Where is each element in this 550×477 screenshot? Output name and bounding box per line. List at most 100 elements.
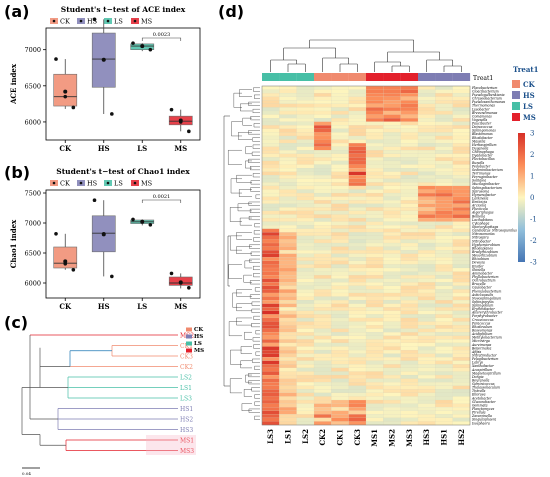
heatmap-cell [313, 114, 332, 119]
heatmap-cell [400, 385, 419, 390]
heatmap-cell [331, 260, 349, 265]
heatmap-cell [296, 357, 315, 361]
heatmap-cell [348, 399, 367, 404]
heatmap-cell [331, 139, 349, 144]
heatmap-cell [279, 314, 297, 319]
heatmap-cell [296, 267, 315, 272]
heatmap-cell [383, 339, 401, 344]
heatmap-cell [348, 118, 367, 122]
heatmap-cell [400, 357, 419, 361]
heatmap-cell [261, 232, 280, 237]
heatmap-cell [348, 189, 367, 194]
heatmap-cell [365, 267, 384, 272]
heatmap-cell [331, 285, 349, 290]
heatmap-cell [417, 182, 436, 187]
heatmap-cell [261, 360, 280, 365]
row-dendro-leaf-pair [251, 387, 260, 392]
row-dendro-leaf-pair [254, 223, 260, 228]
heatmap-cell [313, 278, 332, 283]
heatmap-cell [400, 253, 419, 258]
heatmap-cell [383, 164, 401, 169]
heatmap-cell [452, 128, 471, 133]
heatmap-cell [365, 389, 384, 394]
heatmap-cell [435, 253, 453, 258]
heatmap-cell [279, 414, 297, 419]
heatmap-cell [313, 367, 332, 372]
heatmap-row-label: Thermomonas [472, 104, 495, 108]
heatmap-cell [261, 135, 280, 140]
heatmap-cell [348, 178, 367, 183]
heatmap-cell [296, 303, 315, 308]
heatmap-cell [383, 210, 401, 215]
heatmap-cell [435, 325, 453, 329]
heatmap-cell [417, 157, 436, 162]
heatmap-cell [365, 410, 384, 415]
heatmap-cell [383, 421, 401, 426]
heatmap-cell [313, 178, 332, 183]
heatmap-cell [435, 103, 453, 108]
heatmap-cell [331, 178, 349, 183]
heatmap-column-label-hs3: HS3 [422, 429, 431, 446]
heatmap-cell [261, 278, 280, 283]
heatmap-column-label-ms2: MS2 [388, 429, 397, 447]
heatmap-cell [417, 146, 436, 151]
heatmap-cell [331, 303, 349, 308]
heatmap-cell [383, 364, 401, 369]
heatmap-cell [261, 364, 280, 369]
heatmap-cell [296, 260, 315, 265]
row-dendro-leaf-pair [254, 415, 260, 420]
heatmap-cell [261, 171, 280, 176]
heatmap-row-label: Magnetospirillum [471, 371, 501, 375]
heatmap-cell [331, 289, 349, 294]
heatmap-cell [417, 214, 436, 219]
heatmap-cell [383, 114, 401, 119]
heatmap-row-label: Terrimonas [472, 171, 491, 175]
heatmap-row-label: Ochrobactrum [472, 279, 496, 283]
row-dendro-leaf-pair [250, 180, 260, 185]
heatmap-cell [435, 317, 453, 322]
heatmap-cell [365, 285, 384, 290]
heatmap-legend-title: Treat1 [513, 65, 539, 74]
heatmap-cell [435, 260, 453, 265]
heatmap-cell [313, 146, 332, 151]
heatmap-cell [383, 307, 401, 311]
dendro-legend-swatch-hs [186, 334, 192, 339]
heatmap-cell [383, 321, 401, 326]
heatmap-cell [400, 328, 419, 333]
ace-legend-dot-ms [133, 19, 137, 23]
heatmap-cell [452, 367, 471, 372]
heatmap-cell [279, 128, 297, 133]
heatmap-cell [365, 118, 384, 122]
heatmap-cell [452, 242, 471, 247]
heatmap-cell [365, 292, 384, 297]
heatmap-cell [417, 307, 436, 311]
heatmap-cell [435, 189, 453, 194]
heatmap-cell [365, 160, 384, 165]
row-dendro-mid [245, 146, 252, 154]
heatmap-cell [435, 410, 453, 415]
ace-point-ms [178, 120, 183, 124]
heatmap-cell [261, 128, 280, 133]
ace-point-ck [63, 94, 68, 99]
heatmap-cell [279, 396, 297, 401]
row-dendro-leaf-pair [252, 337, 260, 342]
heatmap-cell [331, 118, 349, 122]
heatmap-cell [365, 110, 384, 115]
heatmap-cell [348, 203, 367, 208]
heatmap-row-label: Pelagibacterium [471, 357, 498, 361]
heatmap-cell [365, 332, 384, 336]
heatmap-cell [331, 135, 349, 140]
heatmap-cell [279, 164, 297, 169]
heatmap-cell [313, 189, 332, 194]
heatmap-cell [417, 364, 436, 369]
heatmap-cell [279, 389, 297, 394]
heatmap-cell [400, 228, 419, 233]
heatmap-cell [365, 178, 384, 183]
heatmap-cell [417, 103, 436, 108]
chao1-legend-label-hs: HS [87, 180, 97, 188]
heatmap-cell [331, 214, 349, 219]
heatmap-cell [279, 153, 297, 158]
heatmap-cell [365, 107, 384, 112]
heatmap-cell [383, 221, 401, 226]
row-dendro-upper [230, 235, 242, 251]
